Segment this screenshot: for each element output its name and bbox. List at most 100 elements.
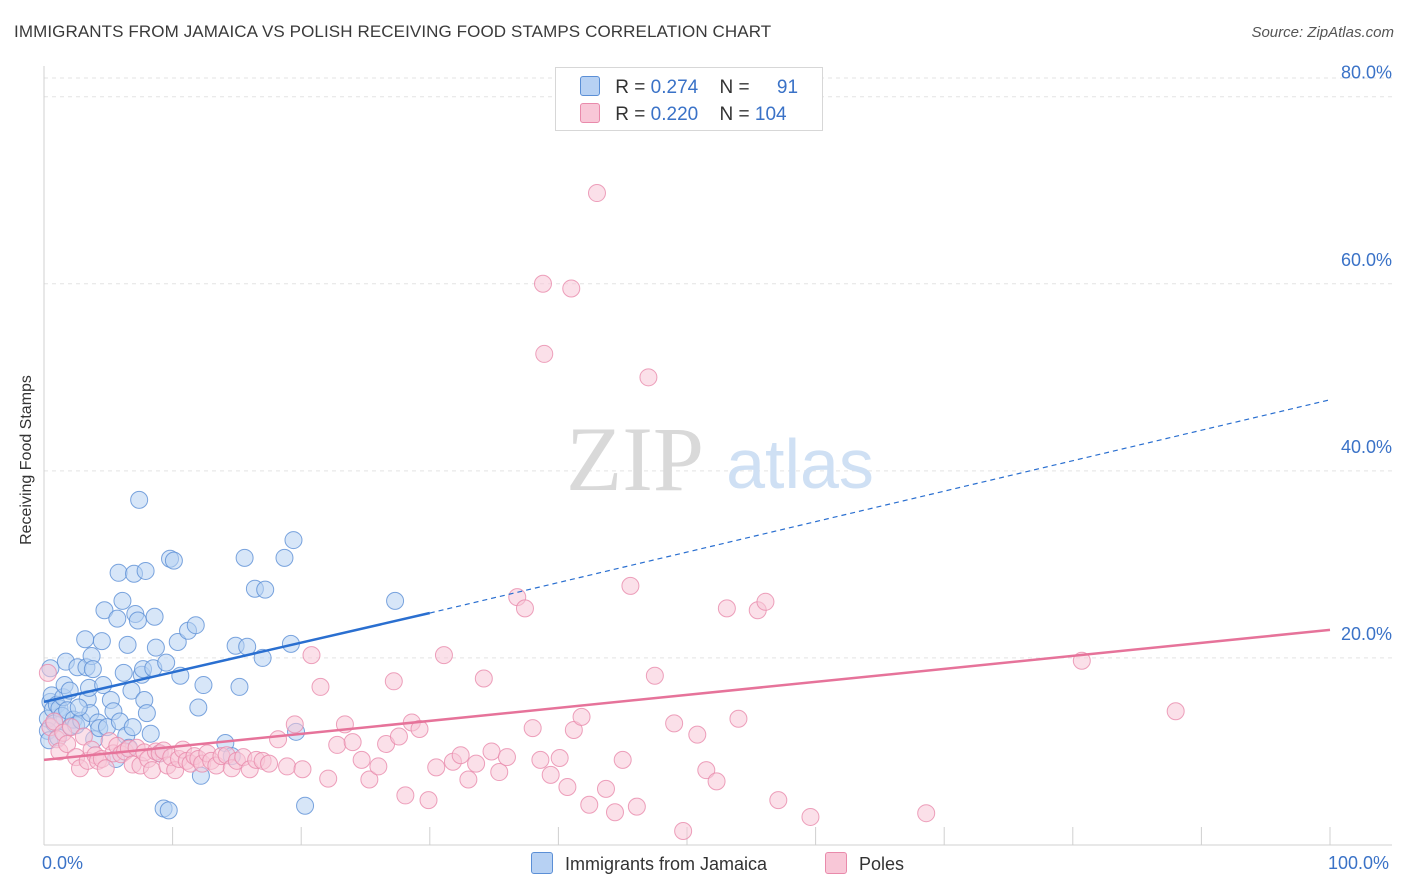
poles-point (459, 770, 478, 789)
jamaica-point (137, 704, 156, 723)
jamaica-point (230, 677, 249, 696)
grid-layer (44, 77, 1392, 659)
poles-point (515, 599, 534, 618)
poles-point (1166, 702, 1185, 721)
watermark-zip: ZIP (566, 408, 704, 510)
poles-point (38, 663, 57, 682)
legend-r-label: R = (615, 77, 646, 98)
jamaica-point (83, 660, 102, 679)
jamaica-point (275, 548, 294, 567)
legend-swatch-jamaica (580, 76, 600, 96)
poles-point (490, 763, 509, 782)
axis-layer (43, 66, 1392, 846)
poles-point (384, 672, 403, 691)
poles-point (587, 184, 606, 203)
poles-point (278, 757, 297, 776)
jamaica-point (69, 698, 88, 717)
jamaica-point (168, 633, 187, 652)
poles-point (533, 274, 552, 293)
bottom-legend-jamaica: Immigrants from Jamaica (531, 852, 767, 875)
poles-point (688, 725, 707, 744)
jamaica-point (157, 653, 176, 672)
legend-n-label: N = (719, 104, 750, 125)
jamaica-trend-extension (429, 399, 1331, 614)
legend-n-value: 104 (754, 104, 787, 125)
legend-r-value: 0.220 (650, 104, 699, 125)
poles-point (434, 646, 453, 665)
jamaica-point (128, 611, 147, 630)
poles-point (328, 735, 347, 754)
poles-point (352, 750, 371, 769)
poles-point (260, 754, 279, 773)
poles-point (143, 761, 162, 780)
poles-point (541, 765, 560, 784)
jamaica-point (256, 580, 275, 599)
poles-point (293, 760, 312, 779)
poles-point (627, 797, 646, 816)
poles-point (717, 599, 736, 618)
poles-point (756, 592, 775, 611)
poles-point (311, 677, 330, 696)
legend-row-poles: R = 0.220 N = 104 (580, 103, 787, 127)
y-tick-label: 40.0% (1341, 437, 1392, 457)
y-tick-label: 20.0% (1341, 624, 1392, 644)
jamaica-point (118, 635, 137, 654)
poles-point (605, 803, 624, 822)
poles-point (410, 720, 429, 739)
poles-point (665, 714, 684, 733)
poles-point (697, 761, 716, 780)
poles-point (474, 669, 493, 688)
legend-r-label: R = (615, 104, 646, 125)
jamaica-point (146, 638, 165, 657)
poles-point (96, 759, 115, 778)
jamaica-point (186, 616, 205, 635)
jamaica-point (130, 490, 149, 509)
jamaica-point (189, 698, 208, 717)
x-tick-label-min: 0.0% (42, 853, 84, 873)
jamaica-point (94, 676, 113, 695)
jamaica-point (145, 607, 164, 626)
poles-point (729, 709, 748, 728)
poles-point (580, 795, 599, 814)
y-axis-title: Receiving Food Stamps (18, 375, 35, 545)
jamaica-point (194, 676, 213, 695)
poles-point (531, 750, 550, 769)
jamaica-point (136, 561, 155, 580)
poles-point (562, 279, 581, 298)
poles-point (674, 821, 693, 840)
legend-row-jamaica: R = 0.274 N = 91 (580, 76, 798, 100)
poles-point (558, 778, 577, 797)
legend-swatch-poles (580, 103, 600, 123)
poles-point (58, 734, 77, 753)
jamaica-point (76, 630, 95, 649)
y-tick-label: 60.0% (1341, 250, 1392, 270)
chart-title: IMMIGRANTS FROM JAMAICA VS POLISH RECEIV… (14, 22, 772, 41)
bottom-legend-swatch-jamaica (531, 852, 553, 874)
points-layer (38, 184, 1185, 840)
x-tick-label-max: 100.0% (1328, 853, 1390, 873)
y-tick-label: 80.0% (1341, 63, 1392, 83)
bottom-legend-label: Immigrants from Jamaica (565, 854, 768, 874)
poles-point (467, 754, 486, 773)
jamaica-point (109, 563, 128, 582)
poles-point (639, 368, 658, 387)
jamaica-point (114, 663, 133, 682)
jamaica-point (235, 548, 254, 567)
jamaica-point (296, 796, 315, 815)
legend-n-label: N = (719, 77, 750, 98)
watermark-atlas: atlas (726, 425, 874, 503)
poles-point (302, 646, 321, 665)
poles-point (535, 344, 554, 363)
poles-point (419, 791, 438, 810)
jamaica-point (159, 801, 178, 820)
jamaica-point (141, 724, 160, 743)
y-tick-labels: 20.0% 40.0% 60.0% 80.0% (1341, 63, 1392, 644)
poles-point (343, 733, 362, 752)
poles-point (427, 758, 446, 777)
poles-point (497, 748, 516, 767)
jamaica-trend-line (43, 611, 431, 704)
poles-point (596, 779, 615, 798)
poles-trend-line (43, 628, 1331, 762)
poles-point (917, 804, 936, 823)
